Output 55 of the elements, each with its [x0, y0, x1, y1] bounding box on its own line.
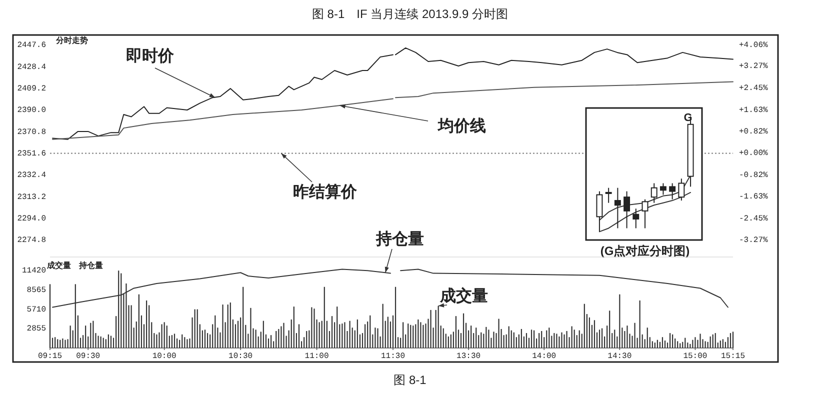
- y2-tick-label: -0.82%: [739, 170, 768, 180]
- candlestick: [605, 187, 612, 204]
- candlestick: [669, 182, 676, 200]
- x-tick-label: 11:00: [304, 352, 329, 362]
- x-tick-label: 10:30: [228, 352, 253, 362]
- x-tick-label: 09:30: [76, 352, 100, 362]
- annotation: (G点对应分时图): [600, 244, 690, 258]
- y2-tick-label: -2.45%: [739, 214, 768, 224]
- candlestick: [632, 208, 640, 229]
- y2-tick-label: -1.63%: [739, 192, 768, 202]
- y-tick-label: 2390.0: [17, 106, 46, 116]
- y-tick-label: 2313.2: [17, 192, 46, 202]
- y-tick-label: 2428.4: [17, 62, 46, 72]
- caption: 图 8-1: [394, 373, 427, 388]
- x-tick-label: 11:30: [380, 352, 406, 362]
- y-tick-label: 2294.0: [17, 214, 46, 224]
- annotation: 昨结算价: [293, 183, 358, 202]
- x-tick-label: 15:00: [683, 352, 708, 362]
- y2-tick-label: +4.06%: [739, 41, 768, 50]
- y-tick-label: 2274.8: [17, 236, 46, 246]
- y2-tick-label: +0.82%: [739, 127, 768, 136]
- x-tick-label: 13:30: [456, 352, 481, 362]
- y2-tick-label: -3.27%: [739, 236, 768, 246]
- y-tick-label: 2351.6: [17, 149, 46, 158]
- x-tick-label: 09:15: [38, 352, 62, 362]
- candlestick: [614, 187, 621, 229]
- text: 分时走势: [55, 36, 88, 46]
- y2-tick-label: +0.00%: [739, 149, 768, 158]
- y2-tick-label: +2.45%: [739, 84, 768, 93]
- y-tick-label: 5710: [26, 305, 46, 314]
- annotation: 即时价: [126, 47, 175, 66]
- annotation: 均价线: [437, 117, 486, 136]
- chart-title: 图 8-1 IF 当月连续 2013.9.9 分时图: [312, 7, 508, 22]
- y-tick-label: 2332.4: [17, 171, 46, 180]
- annotation: 成交量: [439, 286, 488, 306]
- y2-tick-label: +3.27%: [739, 62, 768, 72]
- y-tick-label: 2409.2: [17, 84, 46, 94]
- candlestick: [650, 182, 658, 204]
- candlestick: [624, 190, 630, 229]
- y-tick-label: 8565: [26, 286, 46, 295]
- candlestick: [660, 182, 666, 196]
- candlestick: [678, 178, 685, 202]
- annotation: 成交量 持仓量: [46, 260, 103, 270]
- y-tick-label: 2447.6: [17, 41, 46, 50]
- x-tick-label: 10:00: [152, 352, 177, 362]
- x-tick-label: 14:00: [532, 352, 556, 362]
- x-tick-label: 15:15: [720, 352, 746, 362]
- x-tick-label: 14:30: [608, 352, 632, 362]
- y-tick-label: 2855: [26, 324, 46, 334]
- y-tick-label: 2370.8: [17, 128, 46, 137]
- candlestick: [596, 190, 603, 232]
- y-tick-label: 11420: [22, 266, 46, 276]
- y2-tick-label: +1.63%: [739, 106, 768, 115]
- candlestick: [642, 198, 648, 229]
- annotation: 持仓量: [375, 230, 424, 248]
